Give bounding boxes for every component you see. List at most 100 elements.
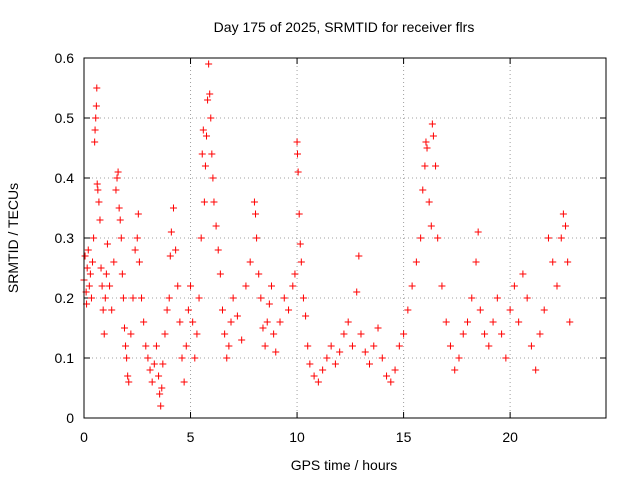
data-point [246, 258, 254, 266]
y-tick-label: 0.1 [55, 350, 75, 366]
y-tick-label: 0.3 [55, 230, 75, 246]
data-point [148, 378, 156, 386]
data-point [112, 186, 120, 194]
data-point [84, 246, 92, 254]
data-point [515, 318, 523, 326]
data-point [536, 330, 544, 338]
data-point [428, 120, 436, 128]
data-point [87, 294, 95, 302]
data-point [98, 282, 106, 290]
data-point [304, 342, 312, 350]
data-point [159, 360, 167, 368]
axis-ticks [83, 57, 606, 419]
data-point [438, 282, 446, 290]
y-tick-label: 0.5 [55, 110, 75, 126]
data-point [227, 318, 235, 326]
data-point [158, 384, 166, 392]
data-point [404, 306, 412, 314]
data-point [93, 84, 101, 92]
data-point [167, 228, 175, 236]
data-point [198, 150, 206, 158]
data-point [310, 372, 318, 380]
data-point [421, 162, 429, 170]
data-point [559, 210, 567, 218]
data-point [472, 258, 480, 266]
data-point [302, 312, 310, 320]
data-point [434, 234, 442, 242]
data-point [459, 330, 467, 338]
data-point [182, 342, 190, 350]
data-point [355, 252, 363, 260]
grid [84, 58, 606, 418]
data-point [99, 306, 107, 314]
x-axis-label: GPS time / hours [291, 457, 398, 473]
data-point [446, 342, 454, 350]
data-point [197, 234, 205, 242]
data-point [95, 198, 103, 206]
data-point [314, 378, 322, 386]
data-point [156, 390, 164, 398]
data-point [146, 366, 154, 374]
data-point [549, 258, 557, 266]
data-point [212, 222, 220, 230]
data-point [353, 288, 361, 296]
data-point [391, 366, 399, 374]
data-point [200, 198, 208, 206]
data-point [140, 318, 148, 326]
data-point [374, 324, 382, 332]
data-point [532, 366, 540, 374]
data-point [250, 198, 258, 206]
data-point [165, 294, 173, 302]
data-point [331, 360, 339, 368]
data-point [96, 216, 104, 224]
data-point [319, 366, 327, 374]
data-point [544, 234, 552, 242]
data-point [455, 354, 463, 362]
data-point [289, 282, 297, 290]
data-point [255, 270, 263, 278]
data-point [218, 306, 226, 314]
data-point [169, 204, 177, 212]
data-point [412, 258, 420, 266]
data-point [101, 294, 109, 302]
data-point [340, 330, 348, 338]
data-point [172, 246, 180, 254]
data-point [306, 360, 314, 368]
y-axis-label: SRMTID / TECUs [5, 183, 21, 293]
data-point [261, 342, 269, 350]
data-point [233, 312, 241, 320]
data-point [357, 330, 365, 338]
plot-frame [83, 57, 607, 419]
data-point [209, 174, 217, 182]
data-point [259, 324, 267, 332]
data-point [135, 258, 143, 266]
data-point [91, 138, 99, 146]
data-point [178, 354, 186, 362]
data-point [180, 378, 188, 386]
data-point [429, 132, 437, 140]
data-point [400, 330, 408, 338]
data-point [280, 294, 288, 302]
data-point [206, 90, 214, 98]
data-point [506, 306, 514, 314]
x-tick-label: 5 [187, 429, 195, 445]
data-point [432, 162, 440, 170]
data-point [562, 222, 570, 230]
chart-title: Day 175 of 2025, SRMTID for receiver flr… [214, 19, 475, 35]
data-point [113, 174, 121, 182]
data-point [566, 318, 574, 326]
data-point [201, 162, 209, 170]
data-point [498, 330, 506, 338]
data-point [214, 246, 222, 254]
data-point [242, 282, 250, 290]
data-point [131, 246, 139, 254]
data-point [557, 234, 565, 242]
data-point [208, 150, 216, 158]
data-point [221, 330, 229, 338]
data-point [327, 342, 335, 350]
data-point [408, 282, 416, 290]
data-point [193, 330, 201, 338]
data-points [80, 60, 574, 410]
data-point [229, 294, 237, 302]
